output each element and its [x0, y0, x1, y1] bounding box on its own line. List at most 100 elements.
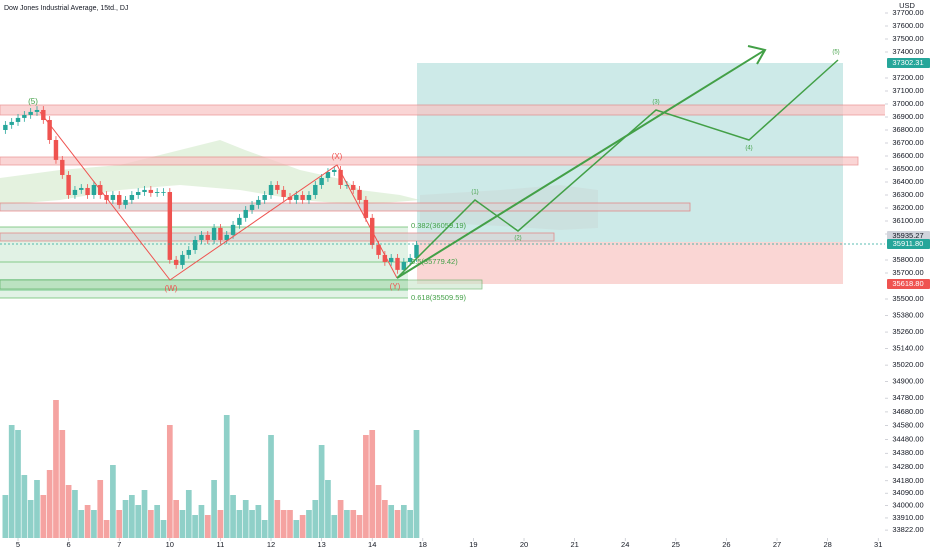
price-tag	[887, 58, 930, 68]
candle-body	[34, 109, 40, 112]
volume-bar	[413, 430, 420, 540]
candle-body	[363, 199, 369, 218]
candle-body	[79, 187, 84, 190]
x-tick-label: 20	[520, 540, 528, 549]
volume-bar	[268, 435, 274, 540]
candle-body	[142, 189, 147, 193]
x-tick-label: 26	[722, 540, 730, 549]
candle-body	[357, 189, 362, 200]
volume-bar	[84, 505, 91, 540]
candle-body	[224, 234, 229, 240]
volume-bar	[65, 485, 72, 540]
y2-tick-label: 34580.00	[892, 421, 923, 430]
series	[2, 106, 420, 540]
volume-bar	[299, 515, 306, 540]
candle-body	[332, 169, 337, 172]
candle-body	[300, 195, 305, 200]
candle-body	[325, 171, 331, 178]
wave-label: (1)	[471, 190, 478, 196]
projection-line	[396, 59, 839, 279]
volume-bar	[40, 495, 47, 540]
volume-bar	[350, 510, 357, 540]
candle-body	[85, 187, 90, 195]
x-tick-label: 18	[419, 540, 427, 549]
y2-tick-label: 34780.00	[892, 393, 923, 402]
chart-title: Dow Jones Industrial Average, 15td., DJ	[4, 5, 128, 12]
candle-body	[53, 140, 59, 160]
y-tick-label: 36500.00	[892, 164, 923, 173]
price-tag	[887, 279, 930, 289]
volume-bar	[91, 510, 97, 540]
volume-bar	[160, 520, 167, 540]
volume-bar	[249, 510, 255, 540]
candle-body	[249, 204, 255, 210]
volume-bar	[369, 430, 376, 540]
volume-bar	[21, 475, 28, 540]
candle-body	[129, 195, 135, 200]
volume-bar	[204, 515, 211, 540]
y2-tick-label: 34900.00	[892, 377, 923, 386]
x-tick-label: 19	[469, 540, 477, 549]
y-tick-label: 35700.00	[892, 268, 923, 277]
y-tick-label: 36400.00	[892, 177, 923, 186]
y-tick-label: 36200.00	[892, 203, 923, 212]
candle-body	[3, 124, 8, 130]
candle-body	[395, 257, 400, 270]
axes: USD 37700.00 37600.00 37500.00 37400.00 3720…	[16, 1, 924, 549]
x-tick-label: 12	[267, 540, 275, 549]
candle-body	[338, 169, 343, 185]
price-tag	[887, 239, 930, 249]
volume-bar	[116, 510, 123, 540]
candle-body	[376, 244, 381, 255]
y-tick-label: 35500.00	[892, 294, 923, 303]
volume-bar	[337, 500, 344, 540]
volume-bar	[72, 490, 78, 540]
volume-bar	[363, 435, 369, 540]
y2-tick-label: 34000.00	[892, 501, 923, 510]
x-tick-label: 13	[317, 540, 325, 549]
volume-bar	[274, 500, 281, 540]
volume-bar	[8, 425, 15, 540]
candle-body	[66, 174, 71, 195]
y-tick-label: 36100.00	[892, 216, 923, 225]
volume-bar	[325, 480, 331, 540]
x-tick-label: 28	[823, 540, 831, 549]
wave-label: (5)	[832, 50, 839, 56]
y2-tick-label: 34680.00	[892, 407, 923, 416]
y2-tick-label: 35380.00	[892, 311, 923, 320]
stop-zone	[417, 242, 843, 284]
volume-bar	[255, 505, 262, 540]
candle-body	[268, 184, 274, 195]
x-tick-label: 7	[117, 540, 121, 549]
candle-body	[199, 234, 204, 240]
wave-label: (X)	[332, 152, 343, 161]
volume-bar	[293, 520, 300, 540]
candle-body	[294, 195, 299, 200]
volume-bar	[46, 470, 53, 540]
volume-bar	[59, 430, 66, 540]
candle-body	[180, 254, 185, 265]
y-tick-label: 35800.00	[892, 255, 923, 264]
volume-bar	[356, 515, 363, 540]
volume-bar	[135, 505, 142, 540]
candle-body	[60, 159, 65, 175]
candle-body	[344, 184, 350, 186]
volume-bar	[287, 510, 293, 540]
volume-bar	[78, 510, 85, 540]
drawings-front: 0.382(36059.19) 0.5(35779.42) 0.618(3550…	[0, 45, 885, 302]
y-tick-label: 36700.00	[892, 138, 923, 147]
candle-body	[154, 192, 160, 193]
candle-body	[22, 114, 27, 118]
volume-bar	[230, 495, 236, 540]
target-zone	[417, 63, 843, 242]
candle-body	[388, 257, 394, 262]
candle-body	[167, 192, 173, 260]
candle-body	[135, 192, 141, 195]
volume-bar	[400, 505, 407, 540]
volume-bar	[198, 505, 205, 540]
price-tag-label: 35911.80	[893, 239, 924, 248]
candle-body	[192, 239, 198, 250]
candle-body	[9, 121, 14, 125]
wave-label: (3)	[652, 100, 659, 106]
volume-bar	[122, 500, 129, 540]
